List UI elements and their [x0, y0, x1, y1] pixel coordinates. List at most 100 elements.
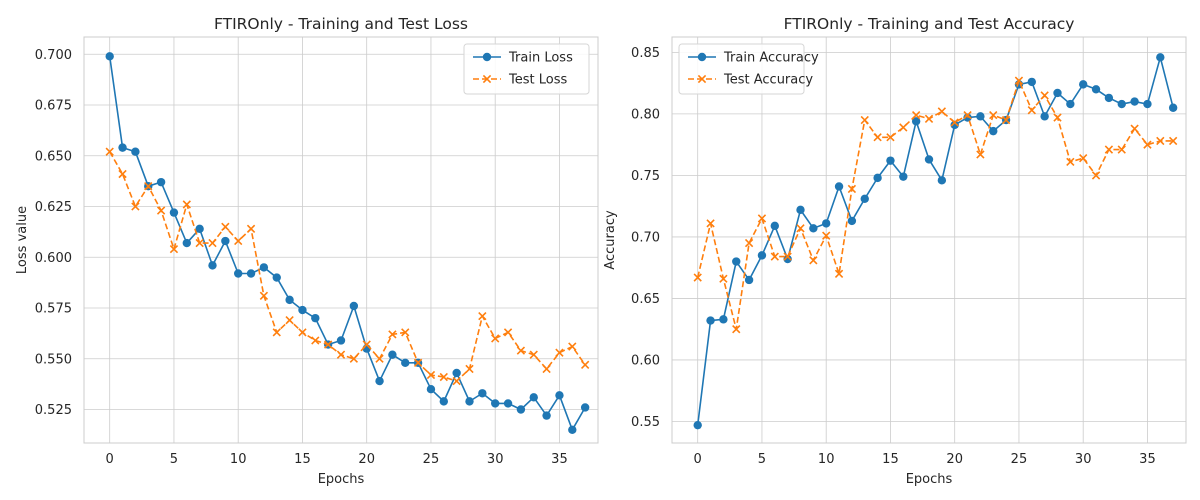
data-point: [796, 205, 805, 215]
legend-entry-label: Test Accuracy: [723, 73, 813, 88]
y-tick-label: 0.65: [631, 292, 660, 307]
data-point: [169, 208, 179, 217]
data-point: [272, 273, 281, 282]
x-tick-label: 15: [294, 452, 311, 467]
data-point: [911, 117, 921, 126]
data-point: [182, 238, 191, 248]
y-tick-label: 0.85: [631, 46, 660, 61]
data-point: [323, 340, 333, 349]
data-point: [886, 156, 895, 165]
data-point: [452, 376, 461, 386]
data-point: [401, 328, 410, 337]
data-point: [809, 224, 818, 233]
data-point: [516, 405, 526, 414]
data-point: [105, 52, 114, 61]
data-point: [719, 274, 728, 283]
data-point: [413, 358, 423, 367]
data-point: [465, 397, 474, 406]
data-point: [719, 315, 728, 324]
legend-marker: [697, 52, 707, 62]
data-point: [439, 397, 448, 406]
legend: Train Loss Test Loss: [463, 43, 590, 95]
x-tick-label: 25: [423, 452, 440, 467]
data-point: [1027, 106, 1036, 115]
data-point: [401, 358, 410, 368]
data-point: [873, 133, 882, 142]
data-point: [976, 150, 985, 159]
data-point: [1091, 171, 1101, 180]
data-point: [426, 370, 436, 380]
data-point: [118, 169, 127, 179]
data-point: [234, 236, 243, 246]
data-point: [1104, 93, 1114, 103]
legend: Train Accuracy Test Accuracy: [678, 43, 819, 95]
data-point: [362, 340, 371, 349]
data-point: [272, 328, 281, 337]
data-point: [834, 182, 844, 191]
data-point: [899, 123, 908, 132]
data-point: [757, 251, 767, 260]
x-tick-label: 15: [882, 452, 899, 467]
data-point: [873, 173, 882, 183]
y-tick-label: 0.700: [35, 48, 72, 63]
data-point: [770, 252, 779, 261]
plot-frame: [83, 36, 599, 444]
data-point: [259, 291, 269, 300]
legend-marker: [482, 52, 492, 62]
data-point: [1014, 76, 1024, 85]
y-tick-label: 0.525: [35, 403, 72, 418]
data-point: [516, 346, 526, 355]
data-point: [105, 147, 114, 156]
data-point: [899, 172, 908, 181]
data-point: [491, 399, 500, 408]
x-tick-label: 35: [551, 452, 568, 467]
x-tick-label: 20: [946, 452, 963, 467]
legend-entry-label: Train Accuracy: [723, 51, 819, 66]
data-point: [950, 120, 959, 130]
data-point: [452, 368, 461, 378]
chart-title: FTIROnly - Training and Test Loss: [214, 15, 468, 33]
data-point: [860, 115, 869, 125]
data-point: [1130, 97, 1139, 106]
data-point: [937, 107, 947, 116]
data-point: [298, 328, 307, 337]
data-point: [989, 110, 998, 120]
data-point: [1104, 145, 1114, 154]
y-tick-label: 0.60: [631, 353, 660, 368]
data-point: [822, 219, 831, 228]
x-tick-label: 10: [230, 452, 247, 467]
data-point: [131, 202, 140, 211]
data-point: [911, 110, 921, 120]
series-line-test-accuracy: [696, 79, 1174, 331]
data-point: [1079, 154, 1088, 163]
data-point: [388, 350, 397, 359]
data-point: [375, 376, 384, 386]
data-point: [298, 305, 307, 315]
y-tick-label: 0.80: [631, 107, 660, 122]
chart-panel-1: 0 5 10 15 20 25 30 35 0.55 0.60 0.65 0.70 0.75 0.80 0.…: [603, 15, 1187, 487]
data-point: [311, 336, 320, 345]
data-point: [555, 348, 564, 357]
y-axis-label: Accuracy: [603, 210, 618, 270]
data-point: [847, 216, 857, 226]
data-point: [847, 184, 857, 194]
data-point: [1001, 115, 1011, 125]
data-point: [783, 252, 792, 261]
data-point: [1079, 80, 1088, 89]
data-point: [529, 393, 538, 402]
data-point: [491, 334, 500, 343]
legend-entry-label: Train Loss: [508, 51, 573, 66]
data-point: [156, 177, 166, 187]
data-point: [426, 385, 436, 394]
data-point: [580, 360, 590, 370]
data-point: [503, 328, 513, 337]
data-point: [796, 224, 805, 233]
data-point: [732, 325, 741, 334]
data-point: [1117, 99, 1126, 109]
data-point: [195, 238, 204, 248]
data-point: [1066, 99, 1075, 109]
data-point: [860, 194, 869, 203]
data-point: [388, 330, 397, 339]
data-point: [924, 155, 934, 164]
data-point: [182, 200, 191, 209]
